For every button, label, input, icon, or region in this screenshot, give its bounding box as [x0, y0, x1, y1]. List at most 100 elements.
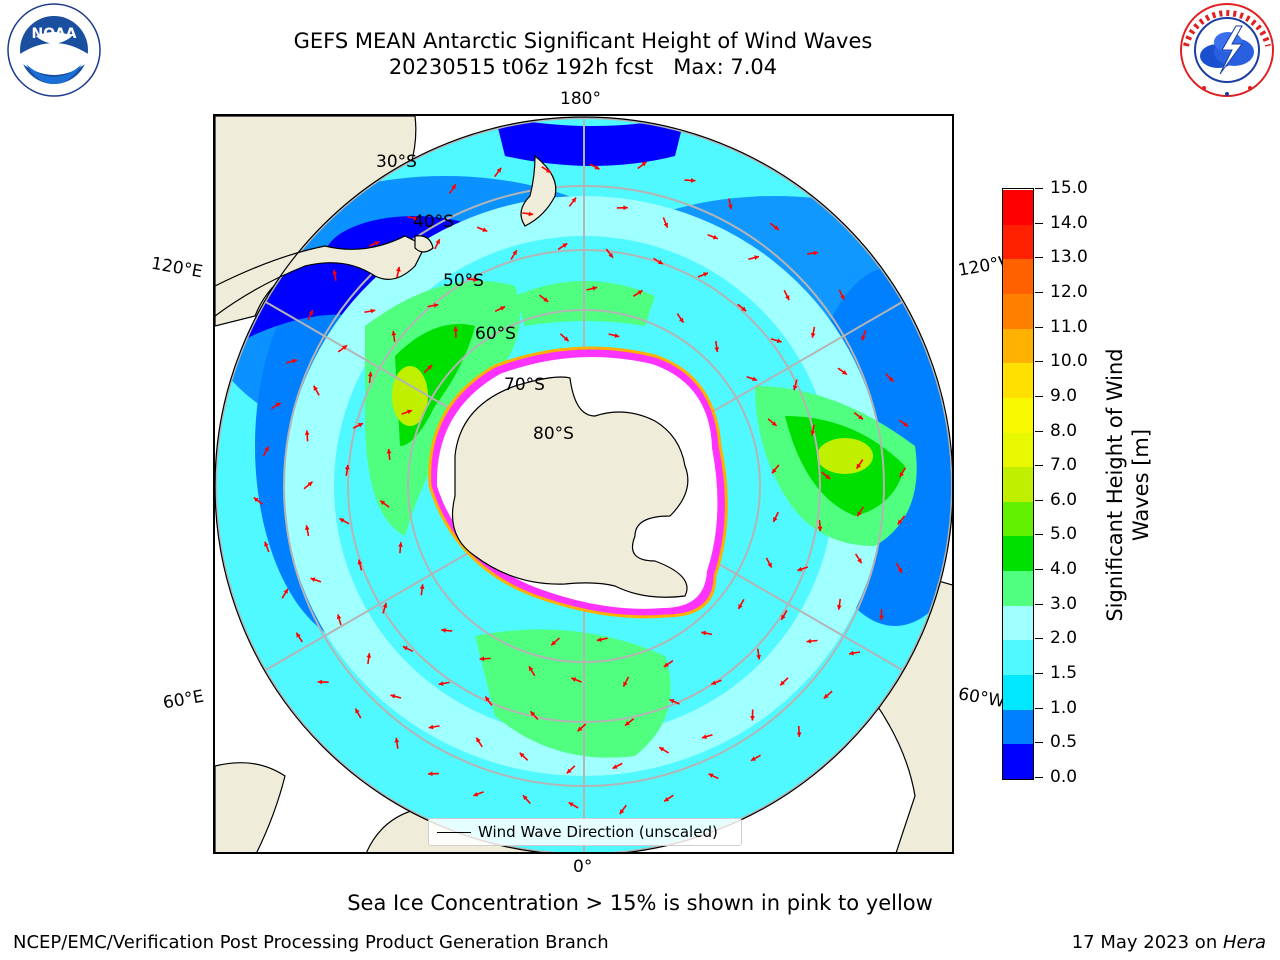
wave-direction-arrowhead: [479, 656, 485, 662]
colorbar-segment: [1003, 189, 1033, 225]
colorbar-tick: [1035, 465, 1043, 467]
wave-direction-arrowhead: [614, 333, 620, 338]
wave-direction-arrowhead: [608, 252, 613, 258]
wave-direction-arrowhead: [888, 376, 894, 382]
lat-label-60s: 60°S: [475, 324, 516, 344]
wave-direction-arrowhead: [367, 371, 373, 377]
lon-label-0: 0°: [573, 857, 593, 877]
noaa-logo: NOAA: [7, 3, 101, 97]
wave-direction-arrowhead: [275, 402, 281, 408]
colorbar-tick-label: 9.0: [1050, 385, 1078, 406]
lon-label-180: 180°: [560, 89, 601, 109]
wave-direction-arrowhead: [596, 637, 602, 642]
wave-direction-arrowhead: [750, 716, 755, 721]
wave-direction-arrowhead: [785, 295, 790, 301]
wave-direction-arrowhead: [708, 773, 714, 778]
wave-direction-arrowhead: [840, 294, 845, 300]
wave-direction-arrowhead: [563, 336, 569, 342]
wave-direction-arrowhead: [659, 747, 665, 752]
wave-direction-arrowhead: [296, 632, 301, 638]
colorbar-segment: [1003, 605, 1033, 641]
wave-direction-arrowhead: [679, 317, 684, 323]
wind-wave-direction-arrows: [253, 161, 909, 815]
wave-direction-arrowhead: [357, 559, 363, 565]
wave-direction-arrowhead: [530, 711, 536, 717]
wave-direction-arrowhead: [253, 497, 259, 503]
wave-direction-arrowhead: [566, 768, 572, 774]
legend-line-sample: [437, 832, 471, 833]
wave-direction-arrowhead: [897, 519, 903, 525]
colorbar-tick: [1035, 638, 1043, 640]
wave-direction-arrowhead: [264, 541, 269, 547]
colorbar-tick-label: 1.5: [1050, 663, 1078, 684]
lon-label-120e: 120°E: [149, 253, 205, 283]
wave-direction-arrowhead: [750, 756, 756, 761]
wave-direction-arrowhead: [438, 681, 444, 686]
wave-direction-arrowhead: [754, 255, 759, 260]
wave-direction-arrowhead: [313, 385, 318, 391]
colorbar-tick-label: 13.0: [1050, 247, 1088, 268]
wave-direction-arrowhead: [355, 708, 360, 714]
wave-direction-arrowhead: [623, 681, 628, 687]
chart-title: GEFS MEAN Antarctic Significant Height o…: [293, 29, 873, 53]
footer-machine: Hera: [1222, 932, 1266, 953]
wave-direction-arrowhead: [741, 306, 747, 312]
colorbar-tick: [1035, 673, 1043, 675]
wave-direction-arrowhead: [568, 802, 574, 807]
noaa-logo-text: NOAA: [32, 26, 77, 42]
wave-direction-arrowhead: [473, 792, 479, 797]
colorbar-tick: [1035, 361, 1043, 363]
colorbar-tick: [1035, 257, 1043, 259]
wave-direction-arrowhead: [391, 330, 397, 336]
chart-subtitle: 20230515 t06z 192h fcst Max: 7.04: [388, 55, 778, 79]
wave-direction-arrowhead: [500, 306, 506, 311]
wave-direction-arrowhead: [264, 446, 269, 452]
colorbar-tick: [1035, 742, 1043, 744]
wave-direction-arrowhead: [856, 463, 862, 469]
footer-date-text: 17 May 2023 on: [1071, 932, 1223, 953]
wave-direction-arrowhead: [664, 796, 670, 802]
colorbar-tick: [1035, 395, 1043, 397]
colorbar-tick-label: 8.0: [1050, 420, 1078, 441]
wave-direction-arrowhead: [451, 184, 456, 190]
colorbar-tick-label: 12.0: [1050, 281, 1088, 302]
wave-direction-arrowhead: [712, 234, 718, 240]
wave-direction-arrowhead: [842, 370, 847, 375]
colorbar-segment: [1003, 362, 1033, 398]
wave-direction-arrowhead: [402, 646, 408, 651]
colorbar-segment: [1003, 293, 1033, 329]
wave-direction-arrowhead: [657, 259, 663, 265]
wave-direction-arrowhead: [690, 178, 696, 183]
wave-direction-arrowhead: [813, 250, 819, 256]
wave-direction-arrowhead: [810, 332, 816, 338]
wave-direction-arrowhead: [398, 542, 403, 547]
colorbar-tick-label: 0.0: [1050, 767, 1078, 787]
wave-direction-arrowhead: [496, 167, 502, 173]
wave-direction-arrowhead: [336, 614, 342, 620]
colorbar-tick-label: 6.0: [1050, 489, 1078, 510]
wave-direction-arrowhead: [727, 204, 733, 210]
wave-direction-arrowhead: [619, 809, 625, 815]
wave-direction-arrowhead: [701, 630, 707, 636]
wave-direction-arrowhead: [836, 605, 842, 610]
wave-direction-arrowhead: [485, 696, 490, 702]
colorbar-segment: [1003, 432, 1033, 468]
lon-label-60w: 60°W: [956, 684, 1005, 712]
footer-date: 17 May 2023 on Hera: [1072, 932, 1266, 953]
lat-label-50s: 50°S: [443, 271, 484, 291]
wave-direction-arrowhead: [441, 627, 446, 633]
lat-label-80s: 80°S: [533, 424, 574, 444]
colorbar-tick: [1035, 603, 1043, 605]
wave-direction-arrowhead: [612, 764, 618, 769]
wave-direction-arrowhead: [714, 347, 720, 352]
wave-direction-arrowhead: [806, 638, 812, 644]
wave-direction-arrowhead: [476, 737, 481, 743]
wave-direction-arrowhead: [571, 197, 577, 203]
colorbar-segment: [1003, 328, 1033, 364]
wave-direction-arrowhead: [453, 326, 459, 332]
colorbar-segment: [1003, 674, 1033, 710]
lon-label-60e: 60°E: [161, 686, 206, 714]
colorbar-tick-label: 3.0: [1050, 593, 1078, 614]
colorbar-tick: [1035, 534, 1043, 536]
wave-direction-arrowhead: [366, 653, 372, 658]
